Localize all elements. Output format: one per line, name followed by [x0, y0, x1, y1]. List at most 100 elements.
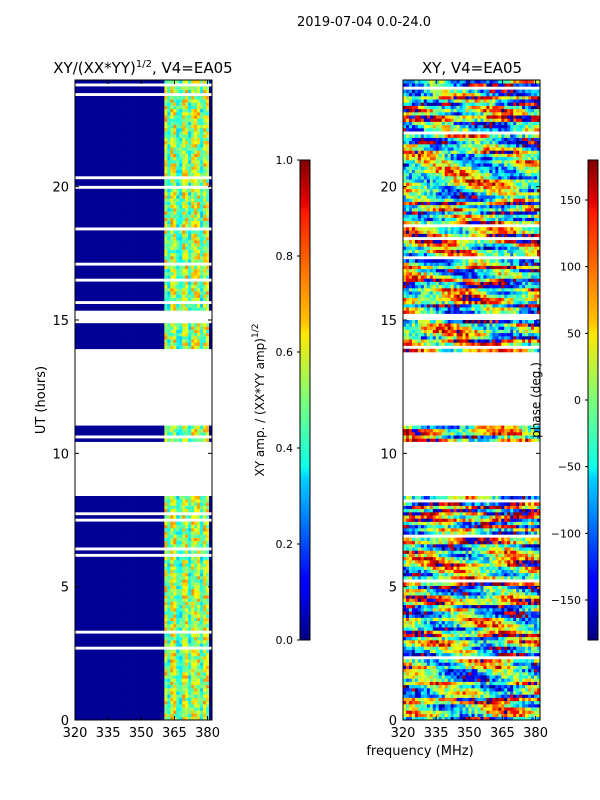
- amp-cell: [86, 297, 91, 302]
- amp-cell: [86, 697, 91, 702]
- amp-cell: [158, 550, 162, 554]
- amp-cell: [92, 332, 97, 337]
- amp-cell: [200, 598, 204, 602]
- amp-cell: [200, 652, 204, 657]
- amp-cell: [125, 272, 129, 276]
- amp-cell: [116, 672, 120, 676]
- amp-cell: [191, 275, 195, 279]
- amp-cell: [173, 710, 177, 714]
- amp-cell: [182, 611, 186, 615]
- amp-cell: [188, 652, 192, 657]
- amp-cell: [75, 684, 79, 689]
- amp-cell: [188, 236, 192, 241]
- amp-cell: [137, 233, 141, 238]
- amp-cell: [188, 329, 192, 334]
- amp-cell: [203, 550, 207, 554]
- amp-cell: [173, 342, 177, 346]
- amp-cell: [140, 521, 144, 526]
- amp-cell: [125, 649, 129, 654]
- amp-cell: [170, 601, 174, 606]
- amp-cell: [77, 291, 82, 295]
- amp-cell: [125, 521, 129, 526]
- amp-cell: [158, 211, 162, 215]
- amp-cell: [167, 710, 171, 714]
- amp-cell: [107, 524, 112, 529]
- amp-cell: [176, 675, 180, 679]
- amp-cell: [194, 323, 198, 327]
- amp-cell: [140, 649, 144, 654]
- amp-cell: [137, 214, 141, 218]
- amp-cell: [86, 428, 91, 433]
- amp-cell: [113, 284, 117, 289]
- amp-cell: [191, 214, 195, 218]
- amp-cell: [101, 704, 106, 708]
- amp-cell: [149, 700, 153, 705]
- amp-cell: [194, 284, 198, 289]
- amp-cell: [98, 336, 103, 340]
- amp-cell: [125, 576, 129, 580]
- amp-cell: [197, 560, 201, 564]
- amp-cell: [107, 665, 112, 670]
- amp-cell: [101, 252, 106, 257]
- amp-cell: [77, 694, 82, 698]
- amp-cell: [176, 272, 180, 276]
- amp-cell: [155, 284, 159, 289]
- amp-cell: [131, 220, 135, 225]
- amp-cell: [86, 704, 91, 708]
- amp-cell: [182, 656, 186, 660]
- amp-cell: [179, 531, 183, 535]
- amp-cell: [86, 656, 91, 660]
- amp-cell: [191, 345, 195, 350]
- amp-cell: [134, 540, 138, 545]
- amp-cell: [77, 627, 82, 631]
- amp-cell: [158, 556, 162, 561]
- amp-cell: [134, 508, 138, 513]
- amp-cell: [173, 588, 177, 593]
- amp-cell: [170, 531, 174, 535]
- amp-cell: [191, 326, 195, 330]
- amp-cell: [86, 329, 91, 334]
- amp-cell: [164, 608, 168, 612]
- amp-cell: [152, 339, 156, 343]
- amp-cell: [197, 576, 201, 580]
- amp-cell: [143, 275, 147, 279]
- amp-cell: [80, 342, 85, 346]
- amp-cell: [164, 665, 168, 670]
- amp-cell: [176, 668, 180, 673]
- amp-cell: [92, 508, 97, 513]
- amp-cell: [152, 342, 156, 346]
- amp-cell: [164, 326, 168, 330]
- amp-cell: [203, 585, 207, 590]
- amp-cell: [89, 579, 94, 583]
- amp-cell: [110, 291, 115, 295]
- amp-cell: [116, 704, 120, 708]
- amp-cell: [77, 710, 82, 714]
- amp-cell: [161, 633, 165, 638]
- amp-cell: [200, 713, 204, 718]
- amp-cell: [143, 217, 147, 222]
- amp-cell: [119, 304, 123, 308]
- amp-cell: [185, 598, 189, 602]
- amp-cell: [92, 608, 97, 612]
- amp-cell: [176, 643, 180, 647]
- amp-cell: [137, 323, 141, 327]
- amp-cell: [116, 624, 120, 628]
- amp-cell: [173, 502, 177, 506]
- amp-cell: [95, 691, 100, 695]
- amp-cell: [101, 694, 106, 698]
- amp-cell: [95, 230, 100, 234]
- amp-cell: [98, 524, 103, 529]
- amp-cell: [182, 566, 186, 570]
- amp-cell: [188, 713, 192, 718]
- amp-cell: [152, 608, 156, 612]
- amp-cell: [158, 524, 162, 529]
- amp-cell: [182, 675, 186, 679]
- amp-cell: [89, 694, 94, 698]
- amp-cell: [209, 284, 213, 289]
- amp-cell: [137, 704, 141, 708]
- amp-cell: [125, 617, 129, 622]
- amp-cell: [89, 345, 94, 350]
- amp-cell: [143, 528, 147, 532]
- amp-cell: [197, 620, 201, 625]
- amp-cell: [152, 201, 156, 206]
